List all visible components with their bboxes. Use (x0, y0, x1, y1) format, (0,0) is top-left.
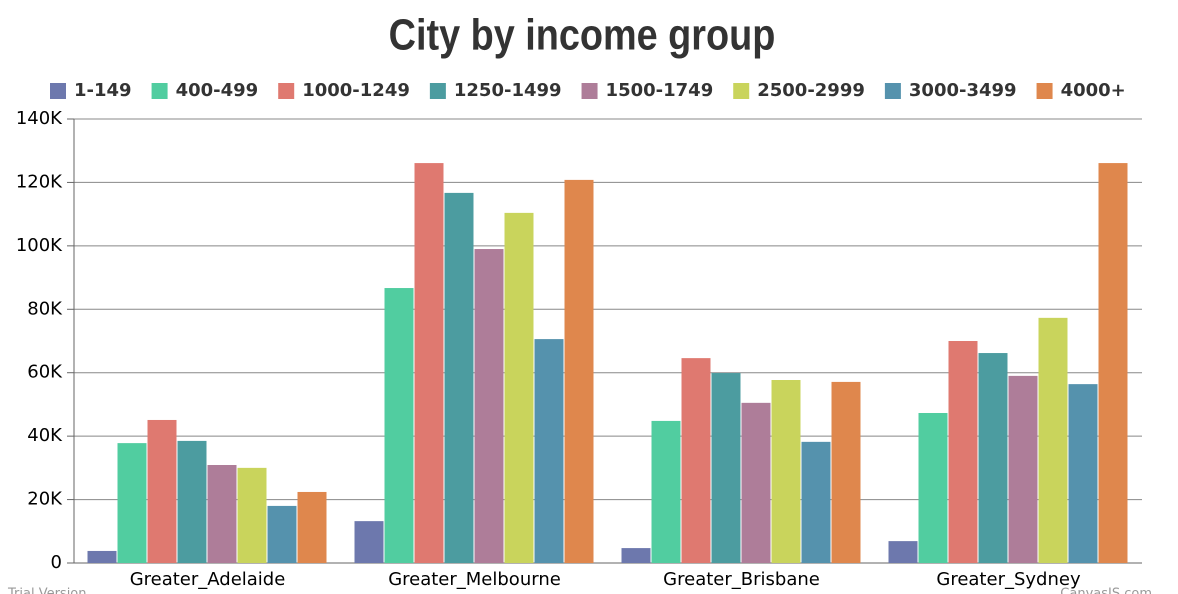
watermark: Trial Version (7, 587, 87, 594)
legend-label: 1250-1499 (454, 80, 562, 101)
bar (564, 179, 594, 564)
bar (1008, 375, 1038, 563)
y-tick-label: 40K (27, 425, 63, 446)
bar (831, 381, 861, 563)
legend-label: 4000+ (1061, 80, 1126, 101)
bar (207, 465, 237, 563)
bar (711, 373, 741, 563)
x-tick-label: Greater_Melbourne (388, 569, 561, 590)
bar (384, 288, 414, 563)
legend-label: 3000-3499 (909, 80, 1017, 101)
legend-label: 400-499 (176, 80, 259, 101)
bar (534, 339, 564, 563)
x-tick-label: Greater_Sydney (936, 569, 1081, 590)
y-tick-label: 100K (16, 235, 63, 256)
bar (1038, 317, 1068, 563)
bar (474, 249, 504, 563)
bar (681, 358, 711, 563)
legend-label: 1000-1249 (302, 80, 410, 101)
bar (177, 440, 207, 563)
legend-marker (1036, 83, 1053, 99)
legend-marker (50, 83, 66, 99)
bar (621, 548, 651, 563)
chart-title: City by income group (389, 10, 776, 59)
bar (771, 380, 801, 563)
y-tick-label: 0 (51, 552, 62, 573)
bar (237, 467, 267, 563)
bar (948, 341, 978, 563)
legend-label: 1500-1749 (606, 80, 714, 101)
bar (1098, 163, 1128, 563)
y-tick-label: 20K (27, 489, 63, 510)
bar (87, 550, 117, 563)
legend-label: 1-149 (74, 80, 132, 101)
x-tick-label: Greater_Brisbane (663, 569, 820, 590)
bar (741, 402, 771, 563)
legend-marker (884, 83, 901, 99)
watermark: CanvasJS.com (1060, 587, 1152, 594)
bar (651, 420, 681, 563)
y-tick-label: 80K (27, 298, 63, 319)
bar (444, 192, 474, 563)
legend-marker (151, 83, 168, 99)
bar (918, 412, 948, 563)
bar (267, 505, 297, 563)
bar (117, 443, 147, 563)
y-tick-label: 60K (27, 362, 63, 383)
bar (801, 441, 831, 563)
legend-label: 2500-2999 (757, 80, 865, 101)
bar (504, 212, 534, 564)
bar (414, 163, 444, 563)
bar (888, 541, 918, 563)
y-tick-label: 140K (16, 108, 63, 129)
bar (297, 491, 327, 563)
legend-marker (733, 83, 750, 99)
y-tick-label: 120K (16, 171, 63, 192)
legend-marker (429, 83, 446, 99)
x-tick-label: Greater_Adelaide (130, 569, 286, 590)
legend-marker (278, 83, 295, 99)
bar (1068, 384, 1098, 563)
legend-marker (581, 83, 598, 99)
bar (354, 521, 384, 563)
bar (147, 419, 177, 563)
bar (978, 353, 1008, 563)
